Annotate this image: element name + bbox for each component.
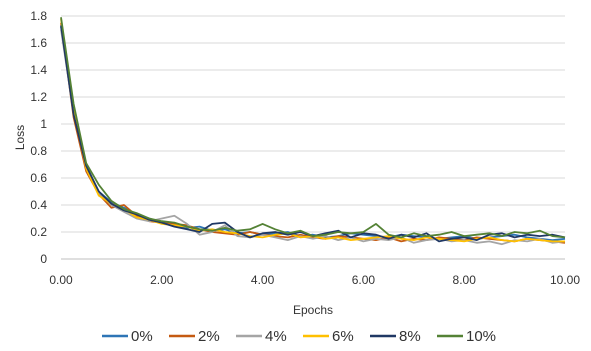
legend: 0% 2% 4% 6% 8% 10% (102, 328, 496, 345)
y-tick-label: 1.4 (30, 63, 47, 77)
y-tick-label: 0.6 (30, 171, 47, 185)
y-tick-label: 1.6 (30, 36, 47, 50)
y-tick-labels: 0 0.2 0.4 0.6 0.8 1 1.2 1.4 1.6 1.8 (30, 9, 47, 266)
legend-label: 8% (399, 328, 421, 345)
series-line-0pct (60, 26, 566, 242)
y-tick-label: 0.4 (30, 198, 47, 212)
series-line-4pct (60, 29, 566, 246)
y-tick-label: 1 (40, 117, 47, 131)
series-line-6pct (60, 18, 565, 243)
x-tick-label: 2.00 (150, 273, 174, 287)
y-tick-label: 1.2 (30, 90, 47, 104)
y-axis-title: Loss (13, 125, 27, 150)
legend-label: 2% (198, 328, 220, 345)
y-tick-label: 0.2 (30, 225, 47, 239)
gridlines (61, 15, 565, 233)
legend-label: 6% (332, 328, 354, 345)
series-line-2pct (60, 22, 566, 244)
series-line-8pct (60, 25, 566, 243)
y-tick-label: 1.8 (30, 9, 47, 23)
x-tick-label: 4.00 (251, 273, 275, 287)
legend-label: 0% (131, 328, 153, 345)
y-tick-label: 0 (40, 252, 47, 266)
y-tick-label: 0.8 (30, 144, 47, 158)
x-tick-label: 0.00 (49, 273, 73, 287)
legend-label: 10% (466, 328, 496, 345)
legend-label: 4% (265, 328, 287, 345)
x-tick-label: 8.00 (453, 273, 477, 287)
series-lines (60, 17, 566, 246)
x-tick-label: 10.00 (550, 273, 580, 287)
series-line-10pct (60, 17, 566, 239)
x-axis-title: Epochs (293, 303, 333, 317)
x-tick-labels: 0.00 2.00 4.00 6.00 8.00 10.00 (49, 273, 580, 287)
x-tick-label: 6.00 (352, 273, 376, 287)
